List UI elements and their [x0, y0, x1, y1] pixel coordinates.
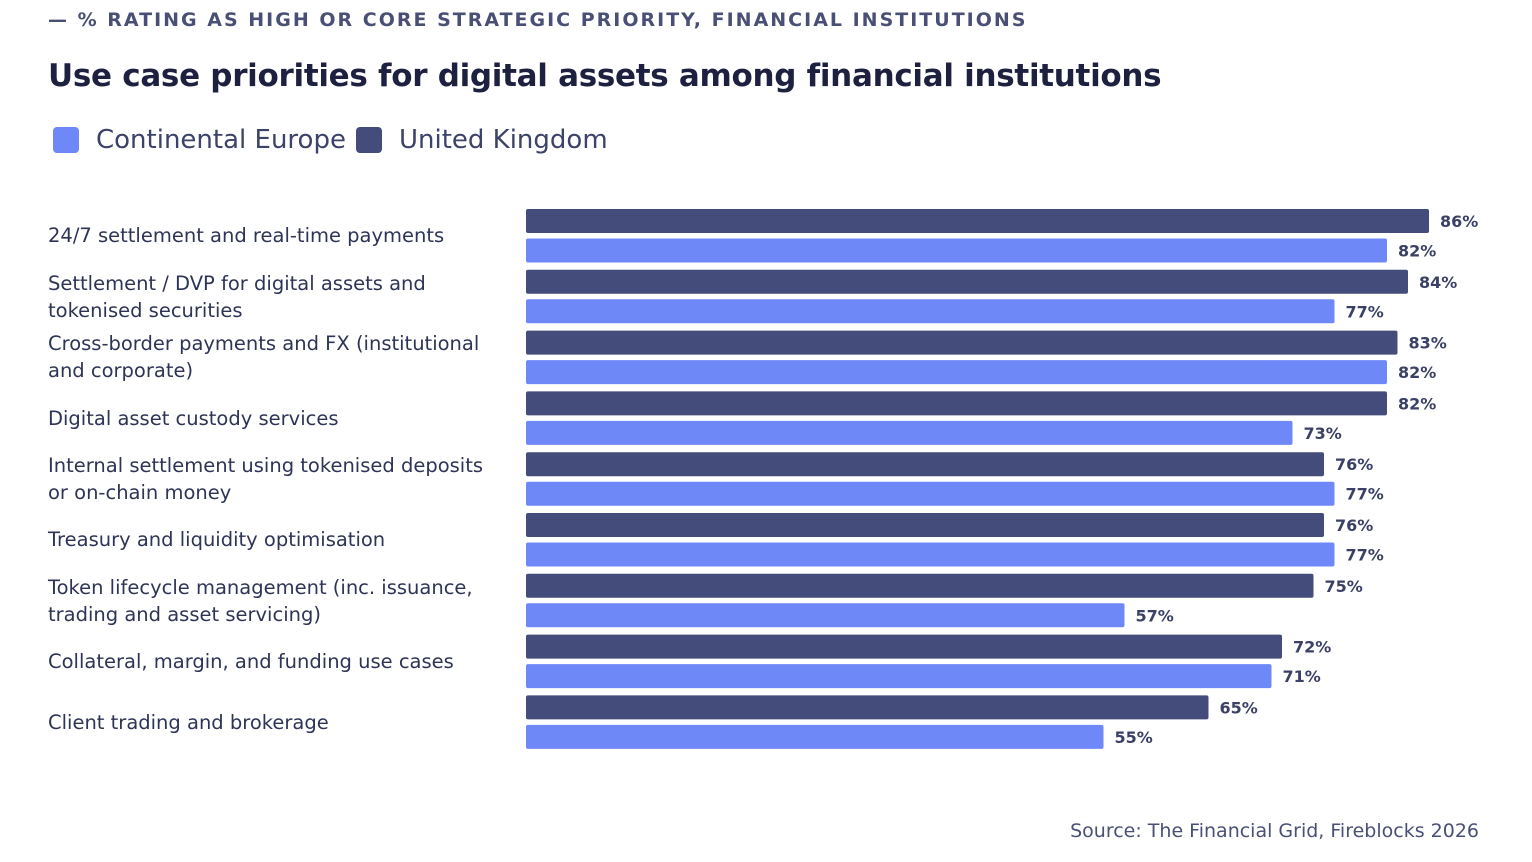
bar-united-kingdom: [526, 330, 1398, 355]
bar-continental-europe: [526, 664, 1272, 689]
data-label-continental-europe: 77%: [1346, 302, 1384, 321]
data-label-continental-europe: 55%: [1115, 728, 1153, 747]
data-label-continental-europe: 57%: [1136, 606, 1174, 625]
data-label-united-kingdom: 72%: [1293, 638, 1331, 657]
data-label-united-kingdom: 75%: [1325, 577, 1363, 596]
chart-subtitle: — % RATING AS HIGH OR CORE STRATEGIC PRI…: [48, 9, 1028, 31]
category-label: Token lifecycle management (inc. issuanc…: [48, 575, 473, 626]
data-label-continental-europe: 82%: [1398, 242, 1436, 261]
chart-title: Use case priorities for digital assets a…: [48, 58, 1162, 94]
bar-united-kingdom: [526, 391, 1387, 416]
category-label: 24/7 settlement and real-time payments: [48, 224, 445, 248]
data-label-united-kingdom: 82%: [1398, 394, 1436, 413]
legend-swatch-continental-europe: [53, 127, 79, 153]
legend-item-united-kingdom: United Kingdom: [355, 125, 618, 155]
data-label-continental-europe: 82%: [1398, 363, 1436, 382]
bar-united-kingdom: [526, 209, 1429, 233]
category-label: Internal settlement using tokenised depo…: [48, 453, 484, 504]
category-label: Client trading and brokerage: [48, 710, 329, 734]
data-label-united-kingdom: 65%: [1220, 698, 1258, 717]
bar-united-kingdom: [526, 269, 1408, 294]
legend-swatch-united-kingdom: [355, 127, 382, 153]
category-label: Treasury and liquidity optimisation: [48, 528, 386, 552]
bar-continental-europe: [526, 542, 1335, 567]
bar-united-kingdom: [526, 695, 1209, 720]
data-label-continental-europe: 71%: [1283, 667, 1321, 686]
bar-united-kingdom: [526, 573, 1314, 598]
data-label-united-kingdom: 76%: [1335, 455, 1373, 474]
category-label: Settlement / DVP for digital assets and …: [48, 271, 426, 322]
data-label-continental-europe: 77%: [1346, 546, 1384, 565]
legend-item-continental-europe: Continental Europe: [53, 125, 356, 155]
data-label-united-kingdom: 83%: [1409, 334, 1447, 353]
bar-continental-europe: [526, 603, 1125, 628]
category-label: Digital asset custody services: [48, 406, 339, 430]
category-label: Collateral, margin, and funding use case…: [48, 649, 454, 673]
data-label-united-kingdom: 76%: [1335, 516, 1373, 535]
bar-continental-europe: [526, 238, 1387, 263]
legend-label-continental-europe: Continental Europe: [96, 125, 346, 155]
legend: Continental Europe United Kingdom: [53, 125, 618, 155]
data-label-continental-europe: 77%: [1346, 485, 1384, 504]
bar-united-kingdom: [526, 452, 1324, 477]
bar-united-kingdom: [526, 513, 1324, 537]
source-note: Source: The Financial Grid, Fireblocks 2…: [1070, 820, 1479, 842]
bar-continental-europe: [526, 481, 1335, 506]
data-label-united-kingdom: 86%: [1440, 212, 1478, 231]
bar-continental-europe: [526, 360, 1387, 385]
data-label-continental-europe: 73%: [1304, 424, 1342, 443]
bar-continental-europe: [526, 299, 1335, 324]
data-label-united-kingdom: 84%: [1419, 273, 1457, 292]
category-label: Cross-border payments and FX (institutio…: [48, 332, 480, 383]
bar-united-kingdom: [526, 634, 1282, 659]
legend-label-united-kingdom: United Kingdom: [398, 125, 608, 155]
bar-continental-europe: [526, 420, 1293, 445]
bar-continental-europe: [526, 724, 1104, 749]
